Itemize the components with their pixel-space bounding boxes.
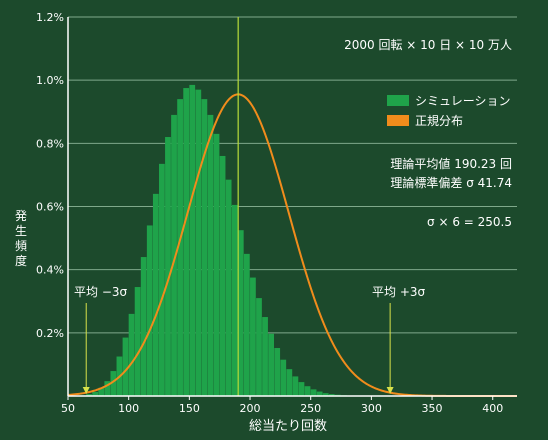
y-tick-label: 0.2% xyxy=(36,327,64,340)
histogram-bar xyxy=(134,287,141,396)
annotation-theory-sd: 理論標準偏差 σ 41.74 xyxy=(390,175,512,190)
histogram-bar xyxy=(219,155,226,396)
y-tick-label: 0.8% xyxy=(36,137,64,150)
histogram-bar xyxy=(159,163,165,396)
histogram-bar xyxy=(286,369,293,396)
y-axis-label-char-3: 頻 xyxy=(15,239,27,253)
histogram-bar xyxy=(122,337,129,396)
legend-label-simulation: シミュレーション xyxy=(415,94,511,108)
histogram-bar xyxy=(225,179,232,396)
histogram-bar xyxy=(195,89,202,397)
legend-label-normal: 正規分布 xyxy=(415,113,463,128)
histogram-bar xyxy=(140,257,147,396)
legend-swatch-simulation xyxy=(387,95,409,106)
histogram-bar xyxy=(256,298,262,396)
histogram-bar xyxy=(189,84,196,396)
x-tick-label: 200 xyxy=(240,402,261,415)
histogram-bar xyxy=(213,133,220,396)
histogram-bar xyxy=(201,99,208,396)
histogram-bar xyxy=(207,114,214,397)
annotation-theory-mean: 理論平均値 190.23 回 xyxy=(390,156,512,171)
sigma-marker-arrow xyxy=(386,387,394,394)
axes: 0.2% 0.4% 0.6% 0.8% 1.0% 1.2% 50 100 150 200 250 30… xyxy=(36,11,517,415)
x-axis-label: 総当たり回数 xyxy=(249,419,327,434)
y-tick-label: 0.4% xyxy=(36,264,64,277)
y-tick-label: 1.2% xyxy=(36,11,64,24)
histogram-bar xyxy=(165,137,171,396)
histogram-bar xyxy=(110,371,117,396)
sigma-marker-arrow xyxy=(82,387,90,394)
histogram-bar xyxy=(292,376,299,396)
histogram-bar xyxy=(86,394,92,396)
histogram-bar xyxy=(274,347,281,396)
histogram-bar xyxy=(243,253,250,396)
histogram-bar xyxy=(304,386,311,396)
y-axis-label-char-2: 生 xyxy=(15,224,27,238)
reference-lines xyxy=(82,17,394,396)
x-tick-label: 150 xyxy=(179,402,200,415)
x-tick-label: 300 xyxy=(361,402,382,415)
histogram-bar xyxy=(128,313,135,396)
annotation-six-sigma: σ × 6 = 250.5 xyxy=(427,215,512,229)
x-tick-label: 350 xyxy=(422,402,443,415)
plus-3sigma-label: 平均 +3σ xyxy=(372,285,426,299)
histogram-bar xyxy=(280,359,287,396)
histogram-bar xyxy=(92,391,99,396)
x-tick-label: 250 xyxy=(300,402,321,415)
x-tick-label: 50 xyxy=(61,402,75,415)
histogram-bar xyxy=(250,277,256,396)
histogram-bar xyxy=(328,394,335,396)
y-axis-label-char-1: 発 xyxy=(15,209,27,223)
histogram-bar xyxy=(183,88,190,396)
x-tick-label: 100 xyxy=(118,402,139,415)
histogram-bar xyxy=(316,391,323,396)
histogram-bar xyxy=(268,333,274,396)
y-tick-label: 0.6% xyxy=(36,201,64,214)
histogram-bar xyxy=(322,393,329,396)
x-tick-label: 400 xyxy=(482,402,503,415)
histogram-bar xyxy=(177,99,183,396)
y-axis-label-char-4: 度 xyxy=(15,253,27,268)
minus-3sigma-label: 平均 −3σ xyxy=(74,285,128,299)
histogram-bar xyxy=(262,317,268,396)
histogram-bar xyxy=(152,193,159,396)
histogram-bar xyxy=(237,230,244,396)
y-tick-label: 1.0% xyxy=(36,74,64,87)
histogram-bar xyxy=(146,225,153,396)
histogram-bar xyxy=(310,389,317,396)
histogram-bar xyxy=(298,382,305,396)
histogram-bar xyxy=(231,204,238,396)
histogram-bar xyxy=(171,114,177,397)
histogram-bar xyxy=(98,387,105,396)
legend-swatch-normal xyxy=(387,115,409,126)
histogram-bar xyxy=(104,381,111,396)
annotation-setup: 2000 回転 × 10 日 × 10 万人 xyxy=(344,38,512,52)
